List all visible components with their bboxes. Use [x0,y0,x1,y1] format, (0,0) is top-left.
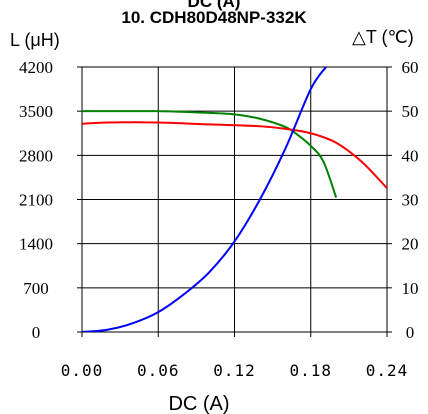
x-tick-label: 0.24 [366,361,409,380]
left-tick-label: 0 [32,323,41,342]
left-axis-label: L (μH) [10,30,60,50]
temperature-rise-line-blue [82,67,327,332]
left-axis-ticks: 4200 3500 2800 2100 1400 700 0 [19,58,82,342]
right-tick-label: 20 [402,235,419,254]
right-tick-label: 50 [402,102,419,121]
x-axis-label: DC (A) [168,393,229,414]
right-tick-label: 0 [406,323,415,342]
grid-lines [82,67,387,332]
left-tick-label: 700 [23,279,49,298]
right-tick-label: 30 [402,191,419,210]
right-axis-ticks: 60 50 40 30 20 10 0 [387,58,419,342]
chart-title: 10. CDH80D48NP-332K [121,8,307,27]
x-tick-label: 0.18 [289,361,332,380]
x-axis-ticks: 0.00 0.06 0.12 0.18 0.24 [61,332,409,380]
left-tick-label: 2100 [19,191,53,210]
cropped-top-text: DC (A) [188,0,241,11]
x-tick-label: 0.12 [213,361,256,380]
right-tick-label: 60 [402,58,419,77]
x-tick-label: 0.00 [61,361,104,380]
inductance-line-green [82,110,338,198]
inductance-line-red [82,121,387,189]
left-tick-label: 4200 [19,58,53,77]
right-tick-label: 40 [402,146,419,165]
right-tick-label: 10 [402,279,419,298]
left-tick-label: 2800 [19,146,53,165]
left-tick-label: 1400 [19,235,53,254]
right-axis-label: △T (℃) [352,27,414,47]
left-tick-label: 3500 [19,102,53,121]
x-tick-label: 0.06 [137,361,180,380]
series-layer [82,67,387,332]
